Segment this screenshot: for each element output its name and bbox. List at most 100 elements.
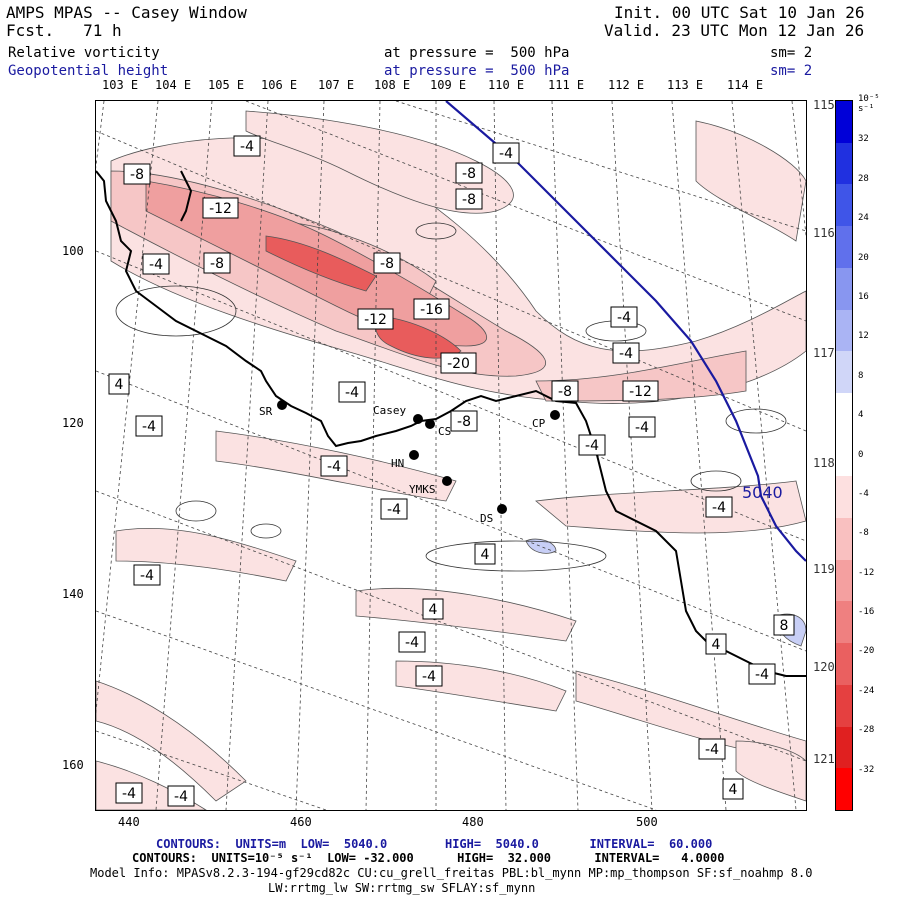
colorbar-label: -4 (858, 488, 869, 499)
y-tick-label: 120 (62, 416, 84, 430)
colorbar-segment (836, 267, 852, 311)
svg-text:-8: -8 (380, 256, 394, 272)
station-marker (409, 450, 419, 460)
svg-text:-4: -4 (499, 146, 513, 162)
station-marker (550, 410, 560, 420)
colorbar-label: -28 (858, 725, 875, 736)
valid-time: Valid. 23 UTC Mon 12 Jan 26 (604, 21, 865, 40)
colorbar-label: 0 (858, 449, 864, 460)
field1-name: Relative vorticity (8, 45, 160, 61)
contour-value-label: -4 (320, 455, 348, 477)
vorticity-contour-info: CONTOURS: UNITS=10⁻⁵ s⁻¹ LOW= -32.000 HI… (132, 851, 725, 865)
contour-value-label: -12 (622, 380, 659, 402)
field1-smoothing: sm= 2 (770, 45, 813, 61)
svg-text:4: 4 (712, 637, 721, 653)
svg-text:-4: -4 (327, 459, 341, 475)
colorbar-segment (836, 601, 852, 644)
contour-value-label: -8 (450, 410, 478, 432)
contour-value-label: -4 (133, 564, 161, 586)
lon-label: 105 E (208, 78, 245, 92)
contour-value-label: -4 (578, 434, 606, 456)
vorticity-shading-max (265, 235, 462, 359)
colorbar-segment (836, 518, 852, 561)
field2-name: Geopotential height (8, 63, 169, 79)
svg-text:-4: -4 (149, 257, 163, 273)
lon-label: 108 E (374, 78, 411, 92)
init-time: Init. 00 UTC Sat 10 Jan 26 (614, 3, 865, 22)
station-label: SR (259, 405, 273, 418)
svg-text:-4: -4 (635, 420, 649, 436)
svg-text:-4: -4 (174, 789, 188, 805)
colorbar-unit-label: 10⁻⁵ s⁻¹ (858, 94, 880, 114)
colorbar-segment (836, 184, 852, 227)
colorbar-segment (836, 142, 852, 185)
contour-value-label: -8 (203, 252, 231, 274)
colorbar-label: -8 (858, 528, 869, 539)
svg-text:-4: -4 (705, 742, 719, 758)
svg-text:4: 4 (729, 782, 738, 798)
contour-value-label: -4 (748, 663, 776, 685)
colorbar (835, 100, 853, 811)
svg-text:-8: -8 (457, 414, 471, 430)
svg-text:-8: -8 (130, 167, 144, 183)
svg-text:-4: -4 (619, 346, 633, 362)
colorbar-segment (836, 684, 852, 728)
station-label: DS (480, 512, 493, 525)
lon-label: 112 E (608, 78, 645, 92)
contour-value-label: -4 (167, 785, 195, 807)
colorbar-segment (836, 726, 852, 769)
colorbar-label: -20 (858, 646, 875, 657)
colorbar-label: 8 (858, 370, 864, 381)
contour-value-label: -4 (338, 381, 366, 403)
colorbar-label: 16 (858, 291, 869, 302)
lon-label: 109 E (430, 78, 467, 92)
colorbar-segment (836, 559, 852, 602)
contour-value-label: -8 (551, 380, 579, 402)
contour-value-label: -8 (455, 188, 483, 210)
contour-value-label: -12 (357, 308, 394, 330)
svg-text:-4: -4 (617, 310, 631, 326)
svg-text:-8: -8 (462, 166, 476, 182)
contour-value-label: -8 (123, 163, 151, 185)
station-label: HN (391, 457, 404, 470)
lon-label: 110 E (488, 78, 525, 92)
contour-labels: -4 -8 -8 -4 -8 -12 -8 -4 -8 -16 -12 -20 -4 -4 -8 -12 -4 4… (108, 135, 795, 807)
forecast-hour: Fcst. 71 h (6, 21, 122, 40)
colorbar-label: 32 (858, 134, 869, 145)
colorbar-label: 12 (858, 331, 869, 342)
station-marker (442, 476, 452, 486)
height-contour-label: 5040 (742, 483, 783, 502)
colorbar-segment (836, 392, 852, 436)
lon-label: 113 E (667, 78, 704, 92)
contour-value-label: -4 (612, 342, 640, 364)
contour-value-label: -4 (705, 496, 733, 518)
svg-text:4: 4 (115, 377, 124, 393)
svg-text:-4: -4 (142, 419, 156, 435)
contour-value-label: -4 (233, 135, 261, 157)
svg-text:-4: -4 (240, 139, 254, 155)
contour-value-label: -12 (202, 197, 239, 219)
svg-text:-8: -8 (462, 192, 476, 208)
contour-value-label: -8 (373, 252, 401, 274)
colorbar-segment (836, 768, 852, 811)
chart-title: AMPS MPAS -- Casey Window (6, 3, 247, 22)
svg-text:8: 8 (780, 618, 789, 634)
svg-text:-4: -4 (387, 502, 401, 518)
colorbar-label: -24 (858, 685, 875, 696)
station-label: YMKS (409, 483, 436, 496)
contour-value-label: 4 (474, 543, 496, 565)
colorbar-segment (836, 643, 852, 686)
colorbar-label: 24 (858, 213, 869, 224)
contour-value-label: 8 (773, 614, 795, 636)
field2-level: at pressure = 500 hPa (384, 63, 570, 79)
height-contour-5040 (445, 101, 806, 562)
height-contour-info: CONTOURS: UNITS=m LOW= 5040.0 HIGH= 5040… (156, 837, 713, 851)
svg-text:-20: -20 (447, 356, 470, 372)
y-tick-label: 100 (62, 244, 84, 258)
coastline-fragment (180, 170, 193, 222)
contour-value-label: -4 (698, 738, 726, 760)
contour-value-label: 4 (422, 598, 444, 620)
colorbar-segment (836, 434, 852, 477)
x-tick-label: 440 (118, 815, 140, 829)
contour-value-label: -4 (115, 782, 143, 804)
